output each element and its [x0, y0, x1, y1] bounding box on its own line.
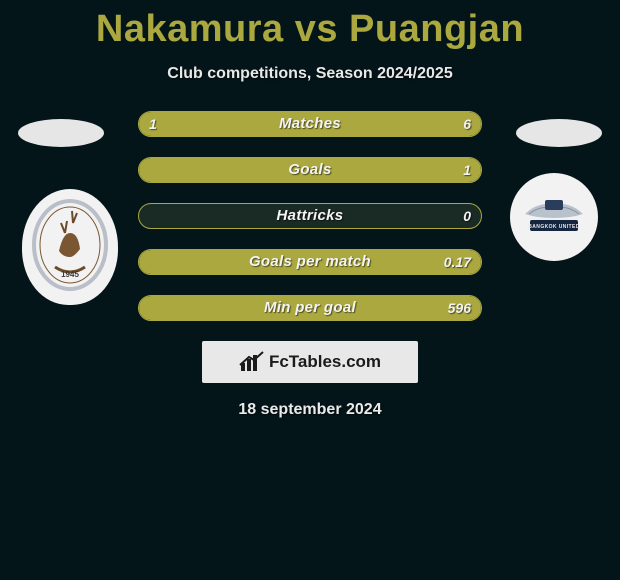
brand-box: FcTables.com — [202, 341, 418, 383]
deer-crest-icon: 1945 — [29, 197, 111, 297]
stat-bar: 596Min per goal — [138, 295, 482, 321]
stat-label: Matches — [139, 112, 481, 136]
stat-bar: 0Hattricks — [138, 203, 482, 229]
svg-text:BANGKOK UNITED: BANGKOK UNITED — [528, 224, 579, 230]
stat-label: Goals per match — [139, 250, 481, 274]
club-badge-left: 1945 — [22, 189, 118, 305]
stat-bars: 16Matches 1Goals 0Hattricks 0.17Goals per m… — [138, 111, 482, 321]
comparison-panel: 1945 BANGKOK UNITED 16Matches 1Goals 0Hatt… — [0, 111, 620, 419]
stat-bar: 0.17Goals per match — [138, 249, 482, 275]
player-photo-placeholder-left — [18, 119, 104, 147]
date-text: 18 september 2024 — [0, 401, 620, 419]
player-photo-placeholder-right — [516, 119, 602, 147]
stat-bar: 16Matches — [138, 111, 482, 137]
stat-label: Hattricks — [139, 204, 481, 228]
founded-year: 1945 — [61, 270, 79, 279]
bar-chart-icon — [239, 351, 265, 373]
club-badge-right: BANGKOK UNITED — [510, 173, 598, 261]
stat-bar: 1Goals — [138, 157, 482, 183]
subtitle: Club competitions, Season 2024/2025 — [0, 65, 620, 83]
page-title: Nakamura vs Puangjan — [0, 0, 620, 51]
stat-label: Goals — [139, 158, 481, 182]
brand-text: FcTables.com — [269, 352, 381, 372]
wings-crest-icon: BANGKOK UNITED — [515, 178, 593, 256]
stat-label: Min per goal — [139, 296, 481, 320]
